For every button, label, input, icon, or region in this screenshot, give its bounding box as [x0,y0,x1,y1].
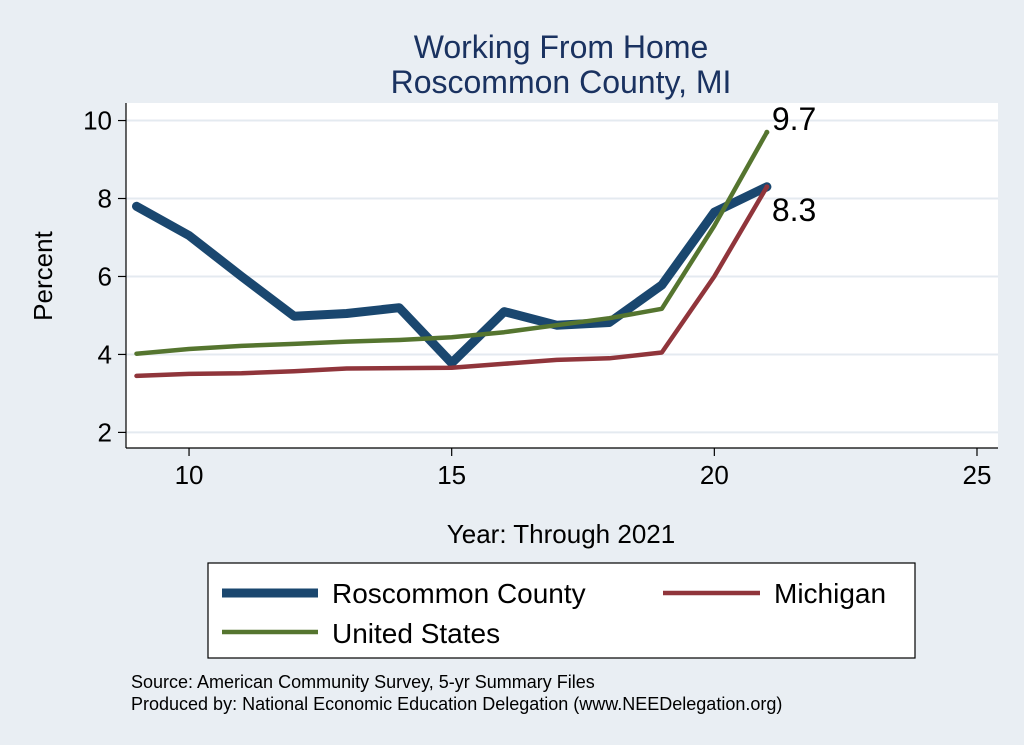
series-line-united-states [134,129,770,356]
y-tick-label: 6 [98,261,112,291]
end-labels: 9.7 8.3 [772,101,816,228]
source-note: Source: American Community Survey, 5-yr … [131,672,595,692]
end-label-united-states: 9.7 [772,101,816,137]
legend-label-roscommon: Roscommon County [332,578,586,609]
chart-title-line-2: Roscommon County, MI [391,64,732,100]
x-axis-label: Year: Through 2021 [447,519,675,549]
y-tick-label: 10 [83,106,112,136]
legend-item-united-states: United States [222,618,500,649]
y-tick-label: 8 [98,184,112,214]
x-tick-label: 10 [175,460,204,490]
legend-label-united-states: United States [332,618,500,649]
x-tick-label: 20 [700,460,729,490]
series-line-michigan [134,184,770,379]
axis-ticks: 2 4 6 8 10 10 15 20 25 [83,106,991,490]
series-line-roscommon-county [132,182,772,368]
series-endpoint-michigan [764,184,770,190]
y-tick-label: 4 [98,339,112,369]
y-tick-label: 2 [98,417,112,447]
x-tick-label: 25 [963,460,992,490]
chart-title-line-1: Working From Home [414,29,709,65]
series-lines [132,129,772,379]
produced-by-note: Produced by: National Economic Education… [131,694,782,714]
y-axis-label: Percent [28,230,58,320]
gridlines [126,119,998,434]
end-label-roscommon: 8.3 [772,192,816,228]
series-endpoint-united-states [764,129,770,135]
legend-item-michigan: Michigan [663,578,886,609]
legend-label-michigan: Michigan [774,578,886,609]
x-tick-label: 15 [437,460,466,490]
legend-item-roscommon: Roscommon County [222,578,586,609]
legend-box [207,562,916,659]
